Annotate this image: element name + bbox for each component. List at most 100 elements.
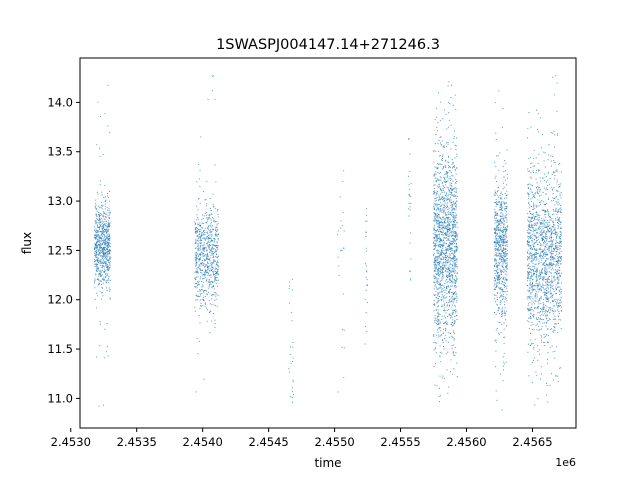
data-point bbox=[455, 312, 457, 314]
data-point bbox=[498, 247, 500, 249]
data-point bbox=[536, 212, 538, 214]
data-point bbox=[109, 243, 111, 245]
data-point bbox=[435, 294, 437, 296]
data-point bbox=[556, 232, 558, 234]
data-point bbox=[542, 302, 544, 304]
data-point bbox=[444, 194, 446, 196]
data-point bbox=[555, 284, 557, 286]
data-point bbox=[456, 265, 458, 267]
data-point bbox=[551, 189, 553, 191]
data-point bbox=[198, 253, 200, 255]
data-point bbox=[444, 181, 446, 183]
data-point bbox=[207, 219, 209, 221]
data-point bbox=[212, 244, 214, 246]
data-point bbox=[552, 243, 554, 245]
data-point bbox=[441, 219, 443, 221]
data-point bbox=[441, 196, 443, 198]
data-point bbox=[546, 187, 548, 189]
data-point bbox=[554, 232, 556, 234]
data-point bbox=[531, 226, 533, 228]
data-point bbox=[451, 300, 453, 302]
data-point bbox=[551, 264, 553, 266]
data-point bbox=[505, 211, 507, 213]
data-point bbox=[453, 195, 455, 197]
data-point bbox=[201, 274, 203, 276]
data-point bbox=[449, 187, 451, 189]
data-point bbox=[453, 220, 455, 222]
data-point bbox=[453, 166, 455, 168]
data-point bbox=[529, 298, 531, 300]
data-point bbox=[438, 292, 440, 294]
data-point bbox=[99, 147, 101, 149]
data-point bbox=[445, 274, 447, 276]
data-point bbox=[538, 261, 540, 263]
data-point bbox=[497, 214, 499, 216]
data-point bbox=[214, 251, 216, 253]
data-point bbox=[456, 167, 458, 169]
data-point bbox=[560, 211, 562, 213]
data-point bbox=[537, 317, 539, 319]
data-point bbox=[445, 286, 447, 288]
data-point bbox=[104, 262, 106, 264]
data-point bbox=[494, 229, 496, 231]
data-point bbox=[503, 255, 505, 257]
data-point bbox=[537, 301, 539, 303]
data-point bbox=[211, 240, 213, 242]
data-point bbox=[204, 233, 206, 235]
data-point bbox=[504, 239, 506, 241]
data-point bbox=[548, 250, 550, 252]
data-point bbox=[531, 282, 533, 284]
data-point bbox=[537, 398, 539, 400]
data-point bbox=[107, 226, 109, 228]
data-point bbox=[103, 279, 105, 281]
data-point bbox=[495, 206, 497, 208]
data-point bbox=[442, 242, 444, 244]
data-point bbox=[197, 271, 199, 273]
data-point bbox=[528, 328, 530, 330]
data-point bbox=[447, 199, 449, 201]
data-point bbox=[550, 262, 552, 264]
data-point bbox=[558, 305, 560, 307]
data-point bbox=[102, 250, 104, 252]
data-point bbox=[544, 204, 546, 206]
data-point bbox=[497, 249, 499, 251]
data-point bbox=[97, 295, 99, 297]
data-point bbox=[534, 303, 536, 305]
data-point bbox=[493, 285, 495, 287]
data-point bbox=[456, 272, 458, 274]
data-point bbox=[543, 336, 545, 338]
data-point bbox=[504, 202, 506, 204]
data-point bbox=[105, 238, 107, 240]
data-point bbox=[498, 229, 500, 231]
data-point bbox=[106, 213, 108, 215]
data-point bbox=[102, 269, 104, 271]
data-point bbox=[538, 349, 540, 351]
data-point bbox=[447, 323, 449, 325]
data-point bbox=[555, 232, 557, 234]
data-point bbox=[436, 273, 438, 275]
data-point bbox=[540, 234, 542, 236]
data-point bbox=[442, 158, 444, 160]
data-point bbox=[197, 246, 199, 248]
data-point bbox=[495, 263, 497, 265]
data-point bbox=[96, 215, 98, 217]
data-point bbox=[441, 251, 443, 253]
data-point bbox=[533, 205, 535, 207]
data-point bbox=[557, 276, 559, 278]
data-point bbox=[452, 208, 454, 210]
data-point bbox=[526, 259, 528, 261]
data-point bbox=[549, 246, 551, 248]
data-point bbox=[542, 225, 544, 227]
data-point bbox=[498, 230, 500, 232]
data-point bbox=[97, 254, 99, 256]
data-point bbox=[440, 300, 442, 302]
data-point bbox=[217, 209, 219, 211]
data-point bbox=[434, 347, 436, 349]
data-point bbox=[203, 230, 205, 232]
data-point bbox=[433, 294, 435, 296]
data-point bbox=[442, 186, 444, 188]
data-point bbox=[506, 252, 508, 254]
data-point bbox=[535, 258, 537, 260]
data-point bbox=[453, 255, 455, 257]
data-point bbox=[452, 261, 454, 263]
